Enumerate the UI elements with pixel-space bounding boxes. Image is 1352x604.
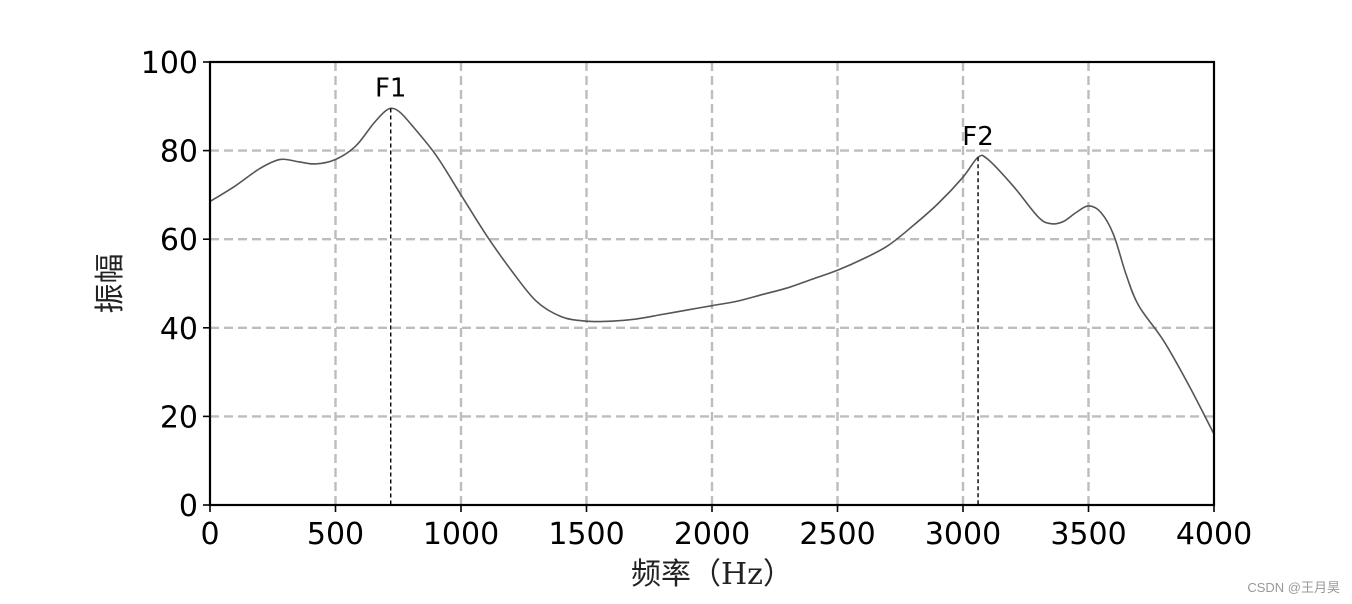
y-axis-label: 振幅 — [93, 254, 128, 314]
formant-label-1: F2 — [962, 122, 994, 152]
series-line-0 — [209, 107, 1215, 435]
y-tick-label-0: 0 — [179, 489, 198, 524]
grid-lines — [210, 62, 1214, 505]
axis-ticks: 0 500 1000 1500 2000 2500 3000 3500 4000 0 20 40 60 8… — [141, 46, 1252, 552]
x-tick-label-0: 0 — [200, 517, 219, 552]
formant-label-0: F1 — [375, 74, 407, 104]
annotation-layer: F1 F2 — [375, 74, 994, 505]
y-tick-label-2: 40 — [160, 312, 198, 347]
x-tick-label-6: 3000 — [925, 517, 1001, 552]
y-tick-label-3: 60 — [160, 223, 198, 258]
x-tick-label-5: 2500 — [799, 517, 875, 552]
plot-frame — [208, 60, 1216, 507]
x-tick-label-1: 500 — [307, 517, 364, 552]
series-layer — [209, 107, 1215, 435]
x-tick-label-2: 1000 — [423, 517, 499, 552]
y-tick-label-1: 20 — [160, 400, 198, 435]
y-tick-label-5: 100 — [141, 46, 198, 81]
x-axis-label: 频率（Hz） — [631, 557, 793, 592]
y-tick-label-4: 80 — [160, 135, 198, 170]
x-tick-label-4: 2000 — [674, 517, 750, 552]
x-tick-label-8: 4000 — [1176, 517, 1252, 552]
x-tick-label-7: 3500 — [1050, 517, 1126, 552]
watermark-text: CSDN @王月昊 — [1247, 580, 1340, 595]
x-tick-label-3: 1500 — [548, 517, 624, 552]
